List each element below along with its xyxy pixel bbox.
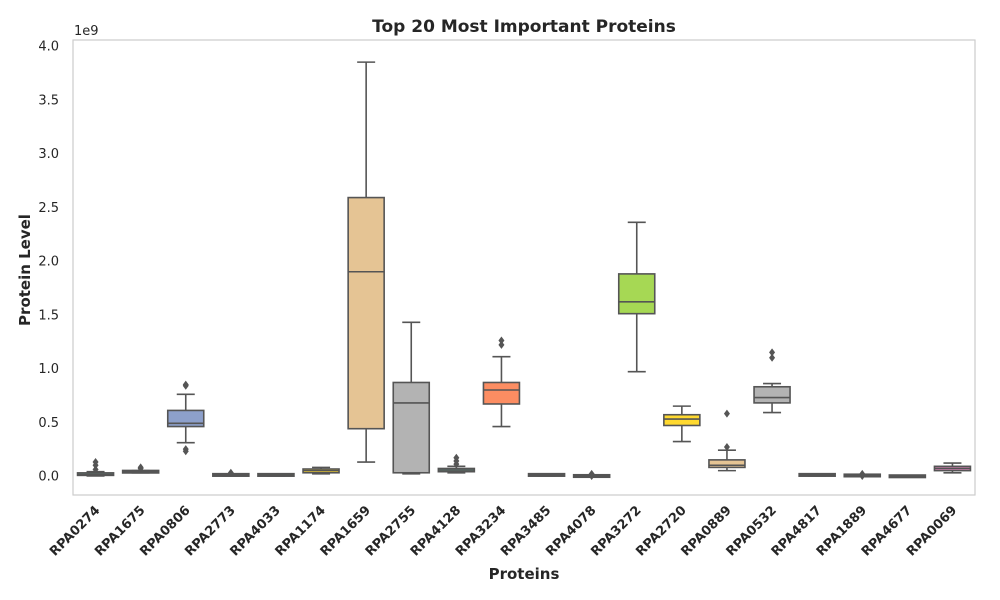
outlier-point — [723, 442, 730, 451]
x-axis-ticks: RPA0274RPA1675RPA0806RPA2773RPA4033RPA11… — [47, 503, 960, 559]
outlier-point — [769, 348, 776, 357]
box-rpa0069 — [933, 462, 972, 474]
y-tick-label: 4.0 — [38, 40, 59, 55]
iqr-box — [617, 273, 656, 315]
box-rpa1174 — [302, 466, 340, 475]
y-tick-label: 1.5 — [38, 308, 59, 323]
y-tick-label: 2.5 — [38, 201, 59, 216]
box-rpa4128 — [437, 453, 476, 474]
y-tick-label: 3.0 — [38, 147, 59, 162]
iqr-box — [482, 381, 521, 405]
iqr-box — [347, 196, 385, 430]
y-tick-label: 3.5 — [38, 93, 59, 108]
plot-area-frame — [72, 39, 976, 496]
box-rpa1889 — [843, 469, 882, 480]
box-rpa0532 — [753, 348, 791, 414]
box-rpa1659 — [347, 61, 385, 463]
outlier-point — [137, 463, 144, 472]
box-rpa0806 — [166, 380, 205, 456]
box-rpa4817 — [798, 472, 836, 477]
box-rpa4677 — [888, 474, 927, 479]
box-series — [76, 61, 972, 480]
box-rpa3234 — [482, 336, 521, 428]
box-rpa2720 — [663, 405, 701, 443]
outlier-point — [182, 380, 189, 389]
y-tick-label: 0.0 — [38, 470, 59, 485]
box-rpa2755 — [392, 321, 431, 475]
outlier-point — [227, 468, 234, 477]
iqr-box — [166, 409, 205, 428]
outlier-point — [92, 465, 99, 474]
box-rpa0889 — [708, 409, 746, 472]
iqr-box — [753, 385, 791, 404]
iqr-box — [708, 459, 746, 469]
outlier-point — [859, 469, 866, 478]
y-axis-label: Protein Level — [16, 214, 34, 326]
y-axis-ticks: 0.0 0.5 1.0 1.5 2.0 2.5 3.0 3.5 4.0 — [38, 40, 59, 485]
box-rpa1675 — [121, 463, 160, 474]
x-axis-label: Proteins — [489, 565, 560, 583]
y-tick-label: 2.0 — [38, 255, 59, 270]
outlier-point — [588, 469, 595, 478]
box-rpa3272 — [617, 221, 656, 373]
y-tick-label: 1.0 — [38, 362, 59, 377]
iqr-box — [663, 413, 701, 427]
box-rpa2773 — [212, 468, 250, 477]
box-rpa4033 — [257, 472, 295, 477]
outlier-point — [498, 340, 505, 349]
outlier-point — [92, 458, 99, 467]
outlier-point — [498, 336, 505, 345]
chart-title: Top 20 Most Important Proteins — [372, 17, 676, 37]
box-rpa4078 — [572, 469, 611, 480]
y-tick-label: 0.5 — [38, 416, 59, 431]
outlier-point — [769, 353, 776, 362]
y-axis-offset-label: 1e9 — [74, 24, 99, 39]
box-rpa0274 — [76, 458, 115, 477]
outlier-point — [723, 409, 730, 418]
outlier-point — [453, 453, 460, 462]
box-rpa3485 — [527, 472, 566, 477]
iqr-box — [392, 381, 431, 474]
outlier-point — [182, 445, 189, 454]
